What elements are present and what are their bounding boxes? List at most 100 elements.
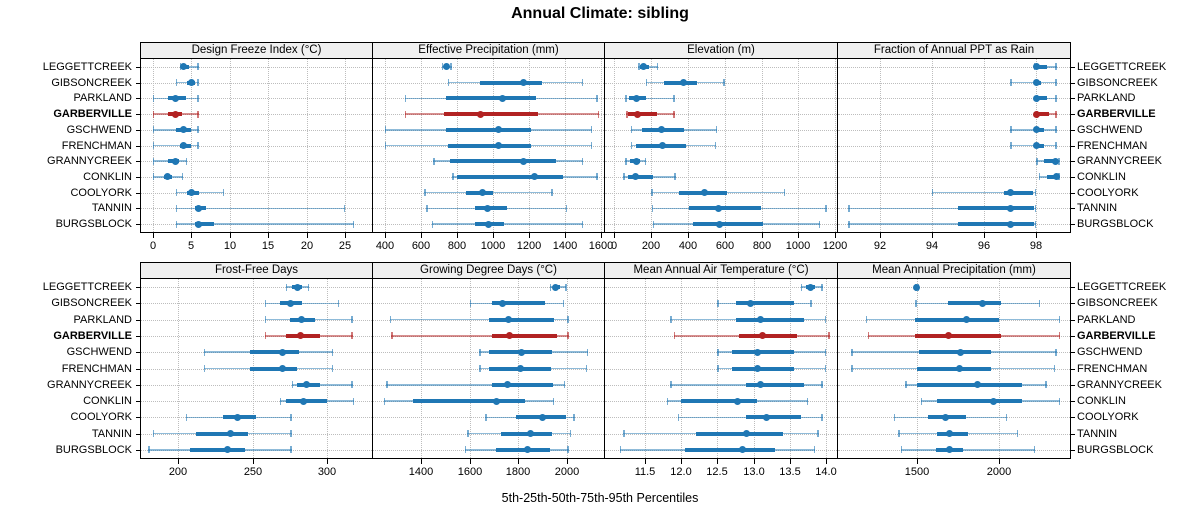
median-dot bbox=[498, 94, 506, 102]
median-dot bbox=[715, 220, 723, 228]
site-label-right-gschwend: GSCHWEND bbox=[1077, 124, 1143, 136]
axis-tick bbox=[601, 233, 602, 238]
grid-line-horizontal bbox=[141, 146, 372, 147]
axis-tick-label: 13.0 bbox=[743, 466, 765, 478]
interval-row-frenchman bbox=[838, 279, 1070, 458]
grid-line-horizontal bbox=[605, 98, 837, 99]
median-dot bbox=[526, 430, 534, 438]
cap-95th-percentile bbox=[825, 204, 827, 212]
interval-row-coolyork bbox=[605, 59, 837, 232]
panel-title: Design Freeze Index (°C) bbox=[191, 43, 322, 56]
cap-95th-percentile bbox=[565, 283, 567, 291]
axis-tick bbox=[754, 459, 755, 464]
site-label-left-gibsoncreek: GIBSONCREEK bbox=[51, 77, 132, 89]
axis-tick bbox=[153, 233, 154, 238]
site-label-left-garberville: GARBERVILLE bbox=[53, 108, 132, 120]
cap-5th-percentile bbox=[185, 413, 188, 421]
cap-5th-percentile bbox=[905, 381, 907, 389]
row-tick-right bbox=[1071, 401, 1075, 402]
interval-row-grannycreek bbox=[838, 59, 1070, 232]
panel-title: Frost-Free Days bbox=[214, 263, 299, 276]
panel-effective-precipitation-mm bbox=[372, 58, 605, 233]
cap-95th-percentile bbox=[673, 110, 675, 118]
interval-row-garberville bbox=[838, 279, 1070, 458]
site-label-left-tannin: TANNIN bbox=[91, 202, 132, 214]
cap-95th-percentile bbox=[723, 79, 725, 87]
iqr-bar-25-75 bbox=[915, 333, 1001, 338]
site-label-left-leggettcreek: LEGGETTCREEK bbox=[42, 61, 132, 73]
grid-line-vertical bbox=[178, 279, 179, 458]
cap-95th-percentile bbox=[1055, 63, 1057, 71]
interval-row-tannin bbox=[605, 279, 837, 458]
range-line-5-95 bbox=[175, 223, 355, 225]
median-dot bbox=[518, 348, 526, 356]
grid-line-vertical bbox=[762, 59, 763, 232]
range-line-5-95 bbox=[391, 335, 569, 337]
interval-row-gschwend bbox=[605, 279, 837, 458]
cap-95th-percentile bbox=[562, 299, 565, 307]
grid-line-horizontal bbox=[141, 161, 372, 162]
median-dot bbox=[195, 204, 203, 212]
axis-tick-label: 600 bbox=[715, 240, 735, 252]
row-tick-left bbox=[136, 336, 140, 337]
interval-row-frenchman bbox=[605, 279, 837, 458]
iqr-bar-25-75 bbox=[444, 112, 539, 117]
median-dot bbox=[944, 332, 952, 340]
cap-95th-percentile bbox=[644, 157, 647, 165]
grid-line-horizontal bbox=[373, 434, 604, 435]
row-tick-left bbox=[136, 98, 140, 99]
cap-5th-percentile bbox=[391, 332, 393, 340]
median-dot bbox=[758, 332, 766, 340]
cap-95th-percentile bbox=[674, 173, 676, 181]
axis-tick-label: 10 bbox=[223, 240, 237, 252]
cap-95th-percentile bbox=[551, 189, 553, 197]
grid-line-horizontal bbox=[838, 114, 1070, 115]
median-dot bbox=[286, 299, 294, 307]
median-dot bbox=[187, 79, 195, 87]
row-tick-left bbox=[136, 161, 140, 162]
cap-5th-percentile bbox=[867, 332, 870, 340]
median-dot bbox=[757, 381, 765, 389]
cap-95th-percentile bbox=[197, 63, 199, 71]
iqr-bar-25-75 bbox=[456, 174, 564, 179]
median-dot bbox=[520, 79, 528, 87]
site-label-left-parkland: PARKLAND bbox=[73, 314, 132, 326]
iqr-bar-25-75 bbox=[412, 399, 526, 404]
grid-line-horizontal bbox=[605, 83, 837, 84]
iqr-bar-25-75 bbox=[684, 447, 776, 452]
cap-5th-percentile bbox=[152, 110, 155, 118]
cap-95th-percentile bbox=[821, 381, 823, 389]
interval-row-parkland bbox=[838, 279, 1070, 458]
grid-line-horizontal bbox=[605, 130, 837, 131]
panel-growing-degree-days-c bbox=[372, 278, 605, 459]
cap-95th-percentile bbox=[197, 142, 199, 149]
axis-tick bbox=[385, 233, 386, 238]
range-line-5-95 bbox=[175, 191, 225, 194]
figure-title: Annual Climate: sibling bbox=[511, 5, 689, 22]
cap-5th-percentile bbox=[479, 348, 481, 356]
interval-row-leggettcreek bbox=[838, 279, 1070, 458]
cap-95th-percentile bbox=[351, 381, 353, 389]
cap-5th-percentile bbox=[1010, 126, 1012, 134]
cap-5th-percentile bbox=[279, 397, 282, 405]
grid-line-horizontal bbox=[838, 83, 1070, 84]
site-label-left-coolyork: COOLYORK bbox=[70, 411, 132, 423]
cap-95th-percentile bbox=[1005, 413, 1008, 421]
cap-5th-percentile bbox=[285, 283, 288, 291]
row-tick-left bbox=[136, 193, 140, 194]
interval-row-gschwend bbox=[373, 279, 604, 458]
median-dot bbox=[478, 189, 486, 197]
cap-5th-percentile bbox=[717, 299, 719, 307]
interval-row-leggettcreek bbox=[605, 279, 837, 458]
interval-row-conklin bbox=[838, 279, 1070, 458]
iqr-bar-25-75 bbox=[936, 399, 1023, 404]
cap-95th-percentile bbox=[352, 220, 355, 228]
axis-tick-label: 11.5 bbox=[634, 466, 656, 478]
cap-95th-percentile bbox=[567, 332, 569, 340]
median-dot bbox=[492, 397, 500, 405]
site-label-right-grannycreek: GRANNYCREEK bbox=[1077, 155, 1162, 167]
axis-tick bbox=[932, 233, 933, 238]
cap-5th-percentile bbox=[452, 173, 454, 181]
median-dot bbox=[640, 63, 648, 71]
interval-row-conklin bbox=[141, 59, 372, 232]
